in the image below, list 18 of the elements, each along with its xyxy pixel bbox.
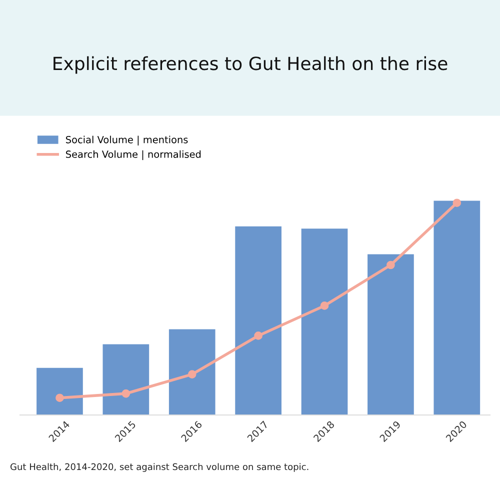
point bbox=[56, 394, 64, 402]
point bbox=[320, 302, 329, 310]
bar bbox=[168, 329, 216, 415]
bar bbox=[434, 200, 480, 415]
bar bbox=[301, 228, 348, 415]
point bbox=[386, 260, 395, 270]
point bbox=[188, 370, 196, 378]
legend-label: Search Volume | normalised bbox=[66, 150, 201, 160]
legend-label: Social Volume | mentions bbox=[66, 136, 188, 146]
bar bbox=[368, 254, 414, 415]
point bbox=[254, 332, 262, 340]
text: Gut Health, 2014-2020, set against Search volume on same topic. bbox=[10, 463, 308, 472]
chart-title: Explicit references to Gut Health on the rise bbox=[54, 56, 448, 74]
bar bbox=[36, 368, 83, 415]
bar bbox=[102, 344, 150, 415]
point bbox=[452, 198, 462, 208]
point bbox=[122, 389, 130, 398]
bar bbox=[235, 226, 282, 415]
